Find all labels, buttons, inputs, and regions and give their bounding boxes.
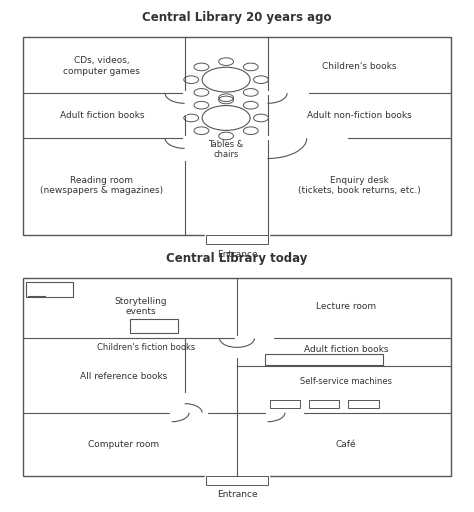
Text: Children's fiction books: Children's fiction books (98, 343, 196, 352)
Text: Sofa: Sofa (146, 322, 163, 330)
Text: Reading room
(newspapers & magazines): Reading room (newspapers & magazines) (40, 176, 164, 195)
Text: Tables &
chairs: Tables & chairs (209, 140, 244, 159)
Bar (207, 235, 267, 244)
Bar (270, 400, 300, 408)
Bar (23, 37, 451, 235)
Text: Lecture room: Lecture room (316, 302, 376, 311)
Text: Sofa: Sofa (41, 285, 58, 294)
FancyBboxPatch shape (26, 282, 73, 296)
Text: Storytelling
events: Storytelling events (115, 297, 167, 316)
Text: Information desk: Information desk (289, 355, 360, 364)
Bar (23, 278, 451, 476)
Text: Children's books: Children's books (322, 61, 396, 71)
Text: Enquiry desk
(tickets, book returns, etc.): Enquiry desk (tickets, book returns, etc… (298, 176, 420, 195)
Text: Entrance: Entrance (217, 490, 257, 499)
Text: Self-service machines: Self-service machines (300, 377, 392, 386)
Title: Central Library 20 years ago: Central Library 20 years ago (142, 11, 332, 25)
Text: Adult non-fiction books: Adult non-fiction books (307, 111, 411, 120)
Text: CDs, videos,
computer games: CDs, videos, computer games (64, 56, 140, 76)
Text: Adult fiction books: Adult fiction books (304, 345, 388, 354)
Bar (265, 354, 383, 366)
Text: All reference books: All reference books (80, 372, 167, 381)
Text: Entrance: Entrance (217, 250, 257, 259)
Text: Computer room: Computer room (88, 440, 159, 449)
Bar (207, 476, 267, 485)
Bar (309, 400, 339, 408)
Bar (348, 400, 379, 408)
Title: Central Library today: Central Library today (166, 252, 308, 265)
Text: Adult fiction books: Adult fiction books (60, 111, 144, 120)
Text: Café: Café (336, 440, 356, 449)
FancyBboxPatch shape (130, 319, 178, 333)
